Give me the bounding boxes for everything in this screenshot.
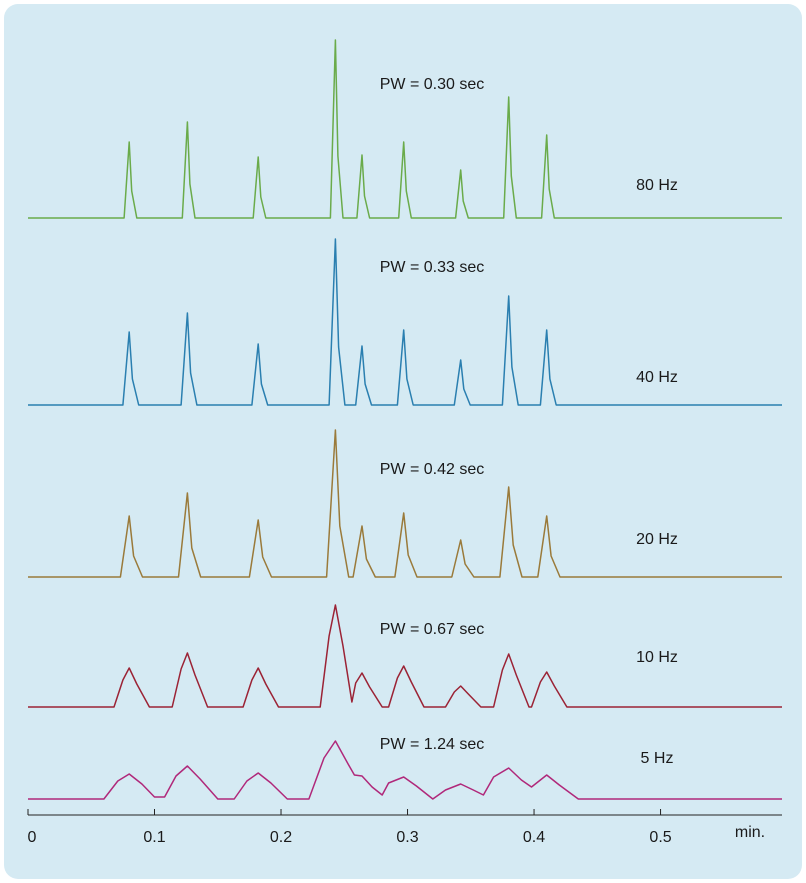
series-label: 40 Hz — [636, 369, 678, 386]
x-tick-label: 0.3 — [396, 829, 418, 846]
x-tick-label: 0.1 — [143, 829, 165, 846]
x-tick-label: 0.5 — [649, 829, 671, 846]
pulse-width-label: PW = 0.30 sec — [380, 76, 485, 93]
pulse-width-label: PW = 0.33 sec — [380, 259, 485, 276]
pulse-width-label: PW = 0.42 sec — [380, 461, 485, 478]
trace — [28, 39, 782, 219]
trace — [28, 604, 782, 708]
series-label: 20 Hz — [636, 531, 678, 548]
trace — [28, 238, 782, 406]
x-axis-label: min. — [735, 824, 765, 841]
trace — [28, 429, 782, 578]
series-label: 80 Hz — [636, 177, 678, 194]
series-label: 5 Hz — [641, 750, 674, 767]
x-tick-label: 0.2 — [270, 829, 292, 846]
pulse-width-label: PW = 0.67 sec — [380, 621, 485, 638]
x-tick-label: 0 — [28, 829, 37, 846]
pulse-width-label: PW = 1.24 sec — [380, 736, 485, 753]
x-tick-label: 0.4 — [523, 829, 545, 846]
series-label: 10 Hz — [636, 649, 678, 666]
trace — [28, 740, 782, 800]
